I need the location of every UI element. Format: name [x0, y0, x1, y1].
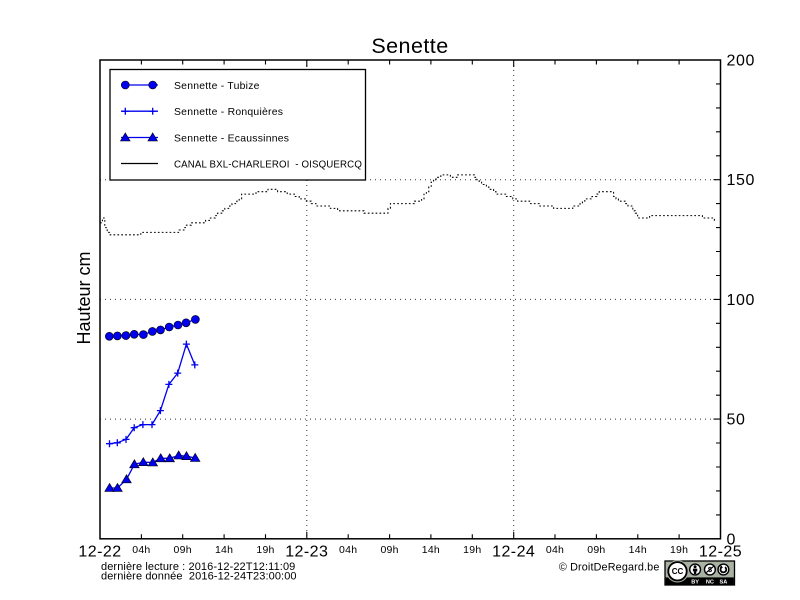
svg-text:14h: 14h: [629, 544, 647, 556]
svg-text:14h: 14h: [215, 544, 233, 556]
svg-text:04h: 04h: [132, 544, 150, 556]
svg-text:BY: BY: [691, 580, 699, 586]
svg-text:09h: 09h: [380, 544, 398, 556]
svg-text:09h: 09h: [587, 544, 605, 556]
svg-text:dernière donnée 2016-12-24T23: dernière donnée 2016-12-24T23:00:00: [101, 570, 297, 582]
svg-text:Sennette - Tubize: Sennette - Tubize: [174, 81, 260, 92]
svg-text:NC: NC: [706, 580, 714, 586]
svg-text:04h: 04h: [546, 544, 564, 556]
svg-text:0: 0: [727, 531, 737, 548]
svg-text:dernière lecture : 2016-12-22T: dernière lecture : 2016-12-22T12:11:09: [101, 561, 295, 573]
svg-text:19h: 19h: [670, 544, 688, 556]
svg-text:CANAL BXL-CHARLEROI - OISQUER: CANAL BXL-CHARLEROI - OISQUERCQ: [174, 159, 362, 170]
svg-text:© DroitDeRegard.be: © DroitDeRegard.be: [559, 562, 660, 574]
svg-text:CC: CC: [672, 567, 684, 576]
svg-text:12-25: 12-25: [699, 544, 742, 561]
svg-text:SA: SA: [720, 580, 728, 586]
svg-text:04h: 04h: [339, 544, 357, 556]
svg-text:12-24: 12-24: [492, 544, 535, 561]
svg-text:14h: 14h: [422, 544, 440, 556]
svg-text:100: 100: [727, 292, 756, 309]
svg-text:Sennette - Ronquières: Sennette - Ronquières: [174, 107, 283, 118]
svg-text:12-22: 12-22: [78, 544, 121, 561]
svg-text:09h: 09h: [174, 544, 192, 556]
svg-text:19h: 19h: [256, 544, 274, 556]
svg-text:200: 200: [727, 53, 756, 70]
svg-text:50: 50: [727, 412, 746, 429]
svg-text:12-23: 12-23: [285, 544, 328, 561]
svg-text:Hauteur cm: Hauteur cm: [74, 251, 94, 344]
svg-text:19h: 19h: [463, 544, 481, 556]
svg-text:Sennette - Ecaussinnes: Sennette - Ecaussinnes: [174, 133, 289, 144]
svg-text:150: 150: [727, 172, 756, 189]
svg-text:Senette: Senette: [371, 34, 448, 58]
